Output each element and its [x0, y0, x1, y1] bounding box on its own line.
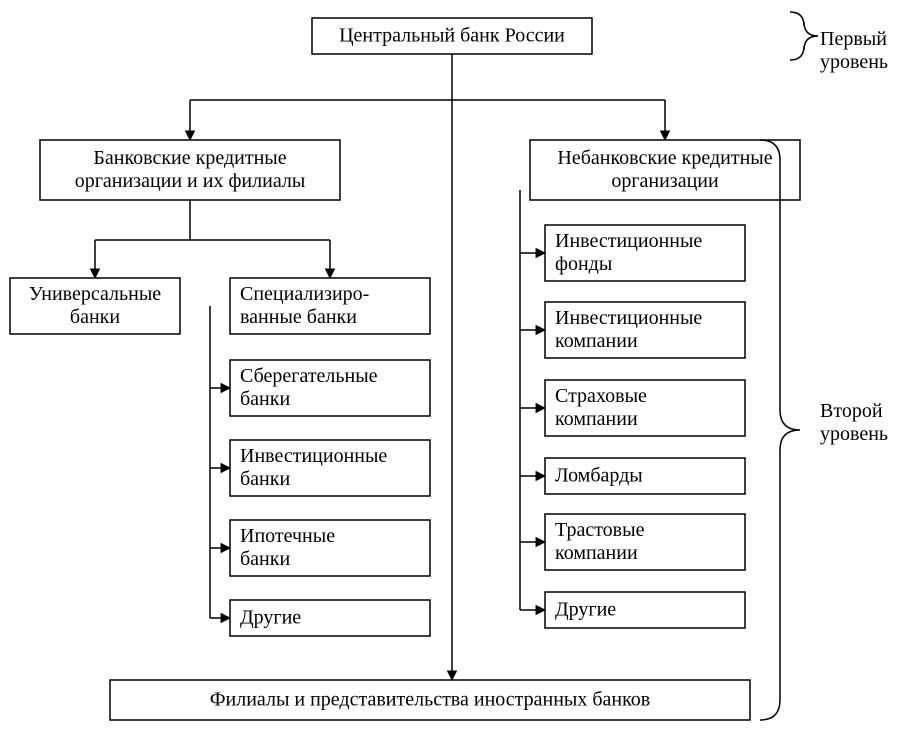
node-trust-line0: Трастовые [555, 519, 645, 541]
node-bank_org-line1: организации и их филиалы [75, 170, 306, 192]
node-lombard-line0: Ломбарды [555, 465, 643, 487]
node-nonbank_org: Небанковские кредитныеорганизации [530, 140, 800, 200]
node-invest_bank: Инвестиционныебанки [230, 440, 430, 496]
node-trust: Трастовыекомпании [545, 514, 745, 570]
node-inv_comp-line1: компании [555, 330, 638, 352]
node-lombard: Ломбарды [545, 458, 745, 494]
annotation-level1-line0: Первый [820, 28, 887, 50]
node-insurance: Страховыекомпании [545, 380, 745, 436]
node-inv_funds-line1: фонды [555, 253, 612, 275]
node-insurance-line0: Страховые [555, 385, 647, 407]
brace-level1 [790, 12, 818, 60]
node-invest_bank-line1: банки [240, 468, 290, 490]
node-nonbank_org-line0: Небанковские кредитные [557, 147, 772, 169]
node-other_nb-line0: Другие [555, 599, 616, 621]
node-inv_funds-line0: Инвестиционные [555, 230, 702, 252]
node-sber: Сберегательныебанки [230, 360, 430, 416]
annotation-level2-line1: уровень [820, 423, 888, 445]
brace-level2 [760, 140, 800, 720]
annotation-level1-line1: уровень [820, 51, 888, 73]
node-inv_comp-line0: Инвестиционные [555, 307, 702, 329]
node-sber-line1: банки [240, 388, 290, 410]
node-invest_bank-line0: Инвестиционные [240, 445, 387, 467]
node-specialized-line0: Специализиро- [240, 283, 369, 305]
node-root: Центральный банк России [312, 18, 592, 54]
node-trust-line1: компании [555, 542, 638, 564]
node-other_nb: Другие [545, 592, 745, 628]
node-universal-line0: Универсальные [29, 283, 161, 305]
node-foreign: Филиалы и представительства иностранных … [110, 680, 750, 720]
node-other_bank: Другие [230, 600, 430, 636]
node-insurance-line1: компании [555, 408, 638, 430]
node-other_bank-line0: Другие [240, 607, 301, 629]
node-universal-line1: банки [70, 306, 120, 328]
node-nonbank_org-line1: организации [611, 170, 719, 192]
node-bank_org-line0: Банковские кредитные [93, 147, 286, 169]
node-root-line0: Центральный банк России [339, 25, 565, 47]
annotation-level2-line0: Второй [820, 400, 883, 422]
node-ipoteka-line0: Ипотечные [240, 525, 335, 547]
node-sber-line0: Сберегательные [240, 365, 378, 387]
node-foreign-line0: Филиалы и представительства иностранных … [210, 689, 651, 711]
node-inv_funds: Инвестиционныефонды [545, 225, 745, 281]
node-universal: Универсальныебанки [10, 278, 180, 334]
node-specialized-line1: ванные банки [240, 306, 357, 328]
node-bank_org: Банковские кредитныеорганизации и их фил… [40, 140, 340, 200]
node-inv_comp: Инвестиционныекомпании [545, 302, 745, 358]
node-ipoteka-line1: банки [240, 548, 290, 570]
node-ipoteka: Ипотечныебанки [230, 520, 430, 576]
node-specialized: Специализиро-ванные банки [230, 278, 430, 334]
